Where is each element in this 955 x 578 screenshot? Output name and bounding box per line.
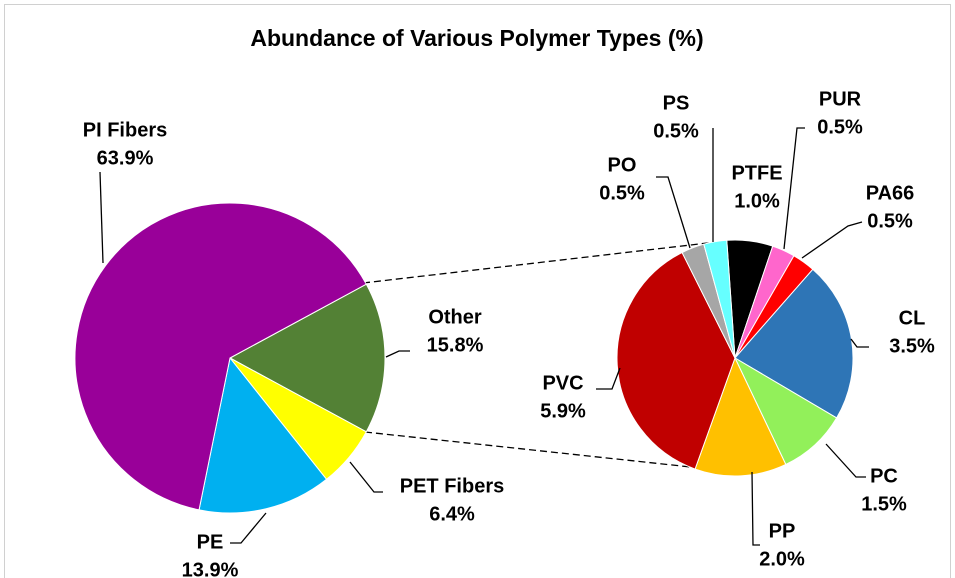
pie-slice — [198, 356, 328, 514]
leader-line — [825, 443, 866, 478]
leader-line — [850, 338, 869, 348]
slice-label: PET Fibers — [400, 475, 504, 497]
connector-line — [362, 240, 726, 284]
leader-line — [656, 176, 691, 249]
connector-line — [364, 431, 701, 469]
slice-value: 1.0% — [734, 190, 780, 212]
pie-slice — [616, 251, 736, 470]
slice-label: PC — [870, 465, 898, 487]
leader-line — [783, 127, 805, 250]
slice-value: 1.5% — [861, 493, 907, 515]
pie-slice — [694, 356, 787, 477]
slice-value: 63.9% — [97, 147, 154, 169]
leader-line — [349, 461, 383, 493]
slice-value: 0.5% — [867, 210, 913, 232]
slice-value: 6.4% — [429, 503, 475, 525]
leader-line — [751, 471, 760, 546]
slice-label: Other — [428, 306, 482, 328]
slice-label: PI Fibers — [83, 119, 167, 141]
slice-value: 13.9% — [182, 559, 239, 578]
slice-value: 15.8% — [427, 334, 484, 356]
slice-label: PE — [197, 531, 224, 553]
chart-title: Abundance of Various Polymer Types (%) — [250, 25, 703, 51]
slice-value: 3.5% — [889, 335, 935, 357]
pie-slice — [228, 283, 386, 433]
slice-value: 0.5% — [817, 116, 863, 138]
leader-line — [99, 171, 104, 264]
slice-label: PO — [608, 154, 637, 176]
slice-label: CL — [899, 307, 926, 329]
slice-value: 2.0% — [759, 548, 805, 570]
leader-line — [230, 512, 267, 544]
slice-label: PTFE — [731, 162, 782, 184]
slice-label: PA66 — [866, 182, 915, 204]
slice-label: PVC — [542, 372, 583, 394]
slice-value: 0.5% — [599, 182, 645, 204]
slice-label: PP — [769, 520, 796, 542]
slice-label: PUR — [819, 88, 862, 110]
leader-line — [596, 367, 621, 390]
pie-slice — [74, 202, 367, 511]
slice-value: 0.5% — [653, 120, 699, 142]
leader-line — [801, 221, 863, 259]
slice-label: PS — [663, 92, 690, 114]
leader-line — [385, 350, 410, 358]
pie-slice — [703, 239, 736, 359]
slice-value: 5.9% — [540, 400, 586, 422]
